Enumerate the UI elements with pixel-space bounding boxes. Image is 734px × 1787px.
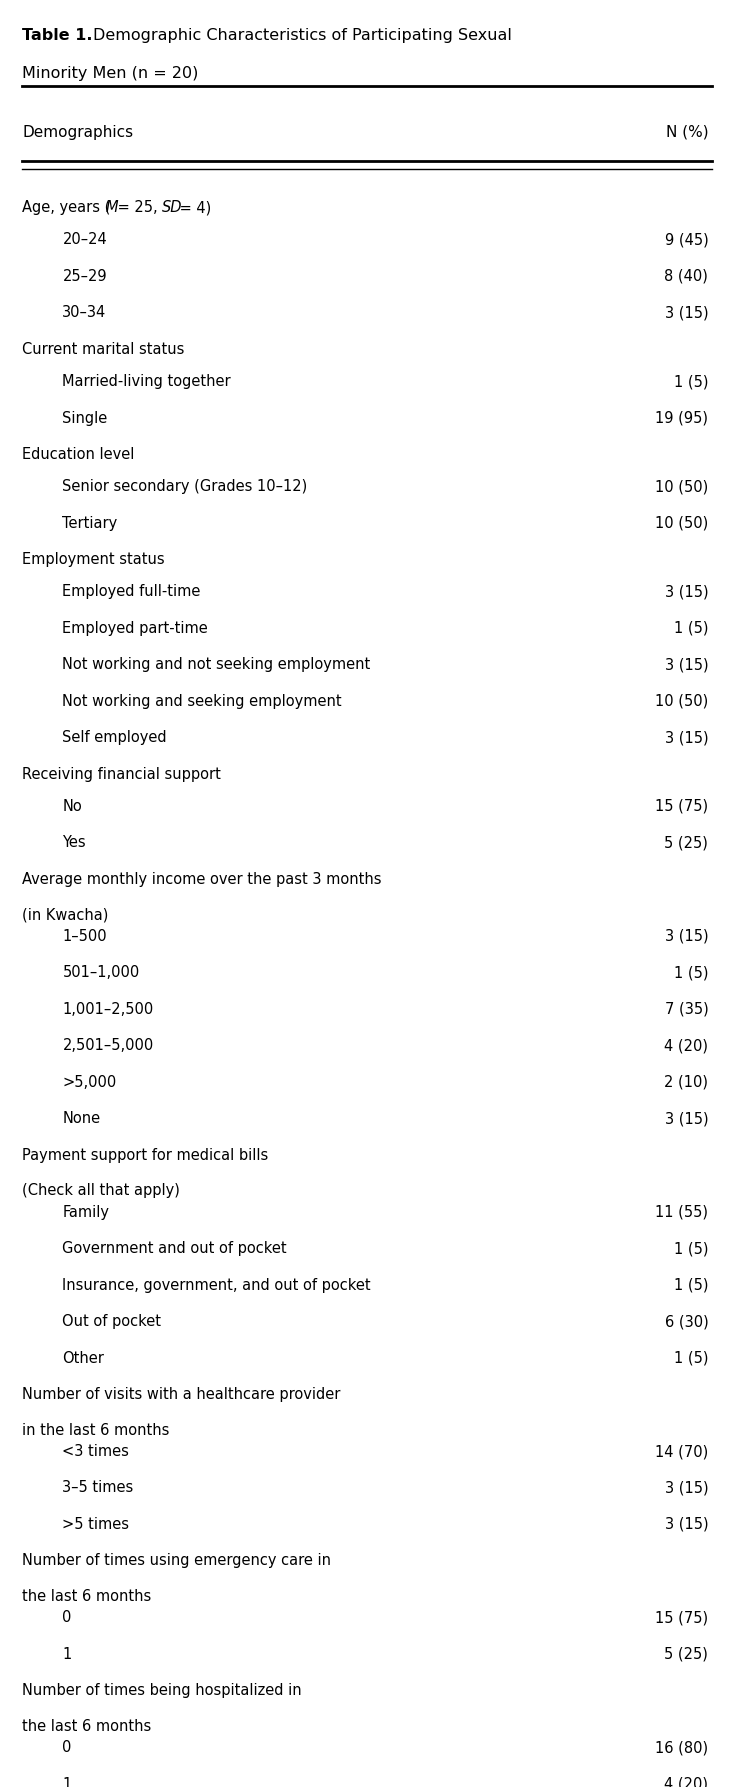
Text: Single: Single [62,411,108,425]
Text: Other: Other [62,1351,104,1365]
Text: 10 (50): 10 (50) [655,516,708,531]
Text: 0: 0 [62,1741,72,1755]
Text: 3 (15): 3 (15) [665,306,708,320]
Text: >5 times: >5 times [62,1517,129,1531]
Text: 11 (55): 11 (55) [655,1204,708,1219]
Text: Family: Family [62,1204,109,1219]
Text: Employed full-time: Employed full-time [62,584,201,599]
Text: Education level: Education level [22,447,134,463]
Text: 3 (15): 3 (15) [665,584,708,599]
Text: 1 (5): 1 (5) [674,1242,708,1256]
Text: 0: 0 [62,1610,72,1626]
Text: Demographics: Demographics [22,125,133,139]
Text: No: No [62,799,82,813]
Text: Government and out of pocket: Government and out of pocket [62,1242,287,1256]
Text: 2,501–5,000: 2,501–5,000 [62,1038,153,1053]
Text: 5 (25): 5 (25) [664,1648,708,1662]
Text: Yes: Yes [62,835,86,851]
Text: 30–34: 30–34 [62,306,106,320]
Text: 3 (15): 3 (15) [665,1112,708,1126]
Text: SD: SD [161,200,182,214]
Text: Demographic Characteristics of Participating Sexual: Demographic Characteristics of Participa… [93,29,512,43]
Text: Age, years (: Age, years ( [22,200,110,214]
Text: = 4): = 4) [175,200,211,214]
Text: Number of times using emergency care in: Number of times using emergency care in [22,1553,331,1569]
Text: Number of visits with a healthcare provider: Number of visits with a healthcare provi… [22,1387,341,1403]
Text: Insurance, government, and out of pocket: Insurance, government, and out of pocket [62,1278,371,1292]
Text: 6 (30): 6 (30) [664,1313,708,1330]
Text: 7 (35): 7 (35) [664,1003,708,1017]
Text: 4 (20): 4 (20) [664,1776,708,1787]
Text: N (%): N (%) [666,125,708,139]
Text: 2 (10): 2 (10) [664,1074,708,1090]
Text: 3 (15): 3 (15) [665,731,708,745]
Text: Payment support for medical bills: Payment support for medical bills [22,1147,268,1163]
Text: Employed part-time: Employed part-time [62,620,208,636]
Text: Average monthly income over the past 3 months: Average monthly income over the past 3 m… [22,872,382,886]
Text: Employment status: Employment status [22,552,164,566]
Text: >5,000: >5,000 [62,1074,117,1090]
Text: 1 (5): 1 (5) [674,1278,708,1292]
Text: Minority Men (n = 20): Minority Men (n = 20) [22,66,198,82]
Text: 3 (15): 3 (15) [665,1480,708,1496]
Text: (in Kwacha): (in Kwacha) [22,908,109,922]
Text: 8 (40): 8 (40) [664,268,708,284]
Text: (Check all that apply): (Check all that apply) [22,1183,180,1199]
Text: = 25,: = 25, [113,200,162,214]
Text: Senior secondary (Grades 10–12): Senior secondary (Grades 10–12) [62,479,308,495]
Text: Not working and not seeking employment: Not working and not seeking employment [62,658,371,672]
Text: 1 (5): 1 (5) [674,1351,708,1365]
Text: 1 (5): 1 (5) [674,620,708,636]
Text: in the last 6 months: in the last 6 months [22,1422,170,1439]
Text: 14 (70): 14 (70) [655,1444,708,1458]
Text: 5 (25): 5 (25) [664,835,708,851]
Text: 20–24: 20–24 [62,232,107,247]
Text: 10 (50): 10 (50) [655,693,708,709]
Text: Out of pocket: Out of pocket [62,1313,161,1330]
Text: 3–5 times: 3–5 times [62,1480,134,1496]
Text: 1 (5): 1 (5) [674,373,708,390]
Text: 10 (50): 10 (50) [655,479,708,495]
Text: <3 times: <3 times [62,1444,129,1458]
Text: 1,001–2,500: 1,001–2,500 [62,1003,153,1017]
Text: 1 (5): 1 (5) [674,965,708,981]
Text: Tertiary: Tertiary [62,516,117,531]
Text: Current marital status: Current marital status [22,341,184,357]
Text: 1–500: 1–500 [62,929,107,944]
Text: 4 (20): 4 (20) [664,1038,708,1053]
Text: Receiving financial support: Receiving financial support [22,767,221,781]
Text: 3 (15): 3 (15) [665,658,708,672]
Text: the last 6 months: the last 6 months [22,1589,151,1605]
Text: 16 (80): 16 (80) [655,1741,708,1755]
Text: None: None [62,1112,101,1126]
Text: M: M [106,200,118,214]
Text: Married-living together: Married-living together [62,373,231,390]
Text: Number of times being hospitalized in: Number of times being hospitalized in [22,1683,302,1698]
Text: 9 (45): 9 (45) [664,232,708,247]
Text: 15 (75): 15 (75) [655,1610,708,1626]
Text: the last 6 months: the last 6 months [22,1719,151,1733]
Text: 3 (15): 3 (15) [665,1517,708,1531]
Text: 1: 1 [62,1776,72,1787]
Text: 1: 1 [62,1648,72,1662]
Text: 19 (95): 19 (95) [655,411,708,425]
Text: 501–1,000: 501–1,000 [62,965,139,981]
Text: Self employed: Self employed [62,731,167,745]
Text: 15 (75): 15 (75) [655,799,708,813]
Text: 3 (15): 3 (15) [665,929,708,944]
Text: 25–29: 25–29 [62,268,107,284]
Text: Table 1.: Table 1. [22,29,92,43]
Text: Not working and seeking employment: Not working and seeking employment [62,693,342,709]
